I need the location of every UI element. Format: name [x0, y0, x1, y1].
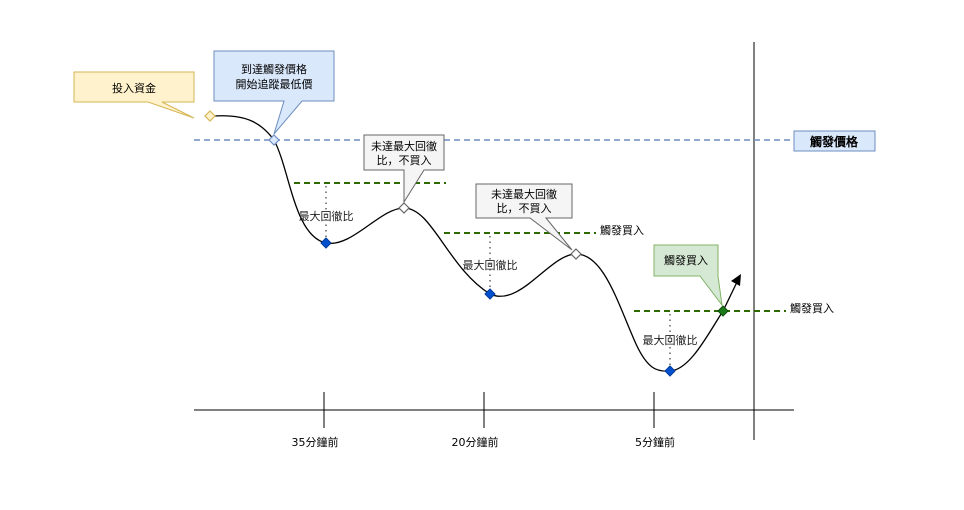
trigger-buy-callout: [653, 244, 723, 307]
trigger-buy-label-right: 觸發買入: [790, 301, 834, 315]
not-reach-a-line2: 比，不買入: [377, 154, 432, 167]
reach-trigger-callout: [213, 50, 335, 135]
trigger-price-label: 觸發價格: [810, 134, 859, 149]
reach-trigger-line1: 到達觸發價格: [241, 62, 307, 76]
not-reach-callout-a: [363, 134, 445, 204]
buy-marker: [717, 305, 729, 317]
max-retrace-label-1: 最大回徹比: [299, 209, 354, 223]
trigger-buy-label-mid: 觸發買入: [600, 223, 644, 237]
curve-arrowhead: [731, 274, 741, 286]
max-retrace-label-3: 最大回徹比: [643, 333, 698, 347]
peak-marker-2: [570, 248, 582, 260]
tick-label-35: 35分鐘前: [292, 435, 339, 449]
low-marker-3: [664, 365, 676, 377]
reach-trigger-line2: 開始追蹤最低價: [236, 77, 313, 91]
not-reach-b-line2: 比，不買入: [497, 202, 552, 215]
invest-callout: [73, 71, 195, 119]
low-marker-1: [320, 237, 332, 249]
invest-callout-text: 投入資金: [112, 81, 156, 95]
start-marker: [204, 110, 216, 122]
price-curve: [213, 115, 739, 372]
trigger-price-box: [793, 130, 876, 152]
not-reach-a-line1: 未達最大回徹: [371, 139, 437, 153]
not-reach-callout-b: [475, 183, 573, 251]
not-reach-b-line1: 未達最大回徹: [491, 187, 557, 201]
tick-label-20: 20分鐘前: [452, 435, 499, 449]
max-retrace-label-2: 最大回徹比: [463, 258, 518, 272]
trigger-buy-callout-text: 觸發買入: [664, 253, 708, 267]
trigger-reach-marker: [268, 134, 280, 146]
peak-marker-1: [398, 202, 410, 214]
low-marker-2: [484, 288, 496, 300]
tick-label-5: 5分鐘前: [635, 435, 675, 449]
